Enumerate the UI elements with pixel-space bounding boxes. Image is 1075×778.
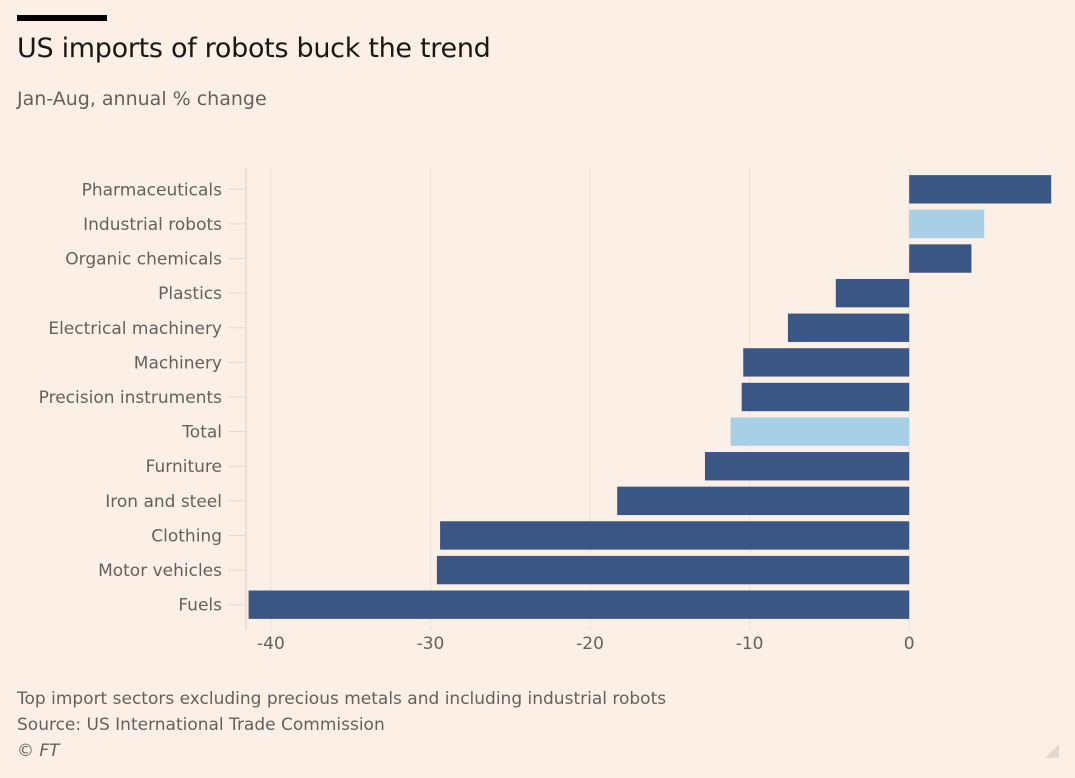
category-label: Pharmaceuticals [82,180,223,200]
bar-precision-instruments [741,382,910,412]
category-label: Precision instruments [39,388,222,408]
category-label: Organic chemicals [65,250,222,270]
footnote: Top import sectors excluding precious me… [17,689,667,709]
bar-iron-and-steel [617,486,910,516]
category-label: Plastics [158,284,222,304]
bar-plastics [835,278,910,308]
category-label: Motor vehicles [98,561,222,581]
x-tick-label: -40 [257,634,285,654]
bar-organic-chemicals [909,244,972,273]
category-labels: Pharmaceuticals Industrial robots Organic … [39,180,246,616]
bar-clothing [440,521,910,550]
x-tick-label: 0 [904,634,915,654]
bar-machinery [743,348,910,377]
category-label: Machinery [134,353,222,373]
category-label: Electrical machinery [48,319,222,339]
bar-fuels [248,590,910,619]
bar-pharmaceuticals [909,175,1052,204]
x-tick-label: -10 [736,634,764,654]
bar-total [730,417,910,446]
source-note: Source: US International Trade Commissio… [17,715,385,735]
bar-electrical-machinery [787,313,910,342]
category-label: Total [181,423,222,443]
x-tick-label: -30 [417,634,445,654]
chart-title: US imports of robots buck the trend [17,33,491,64]
resize-handle-icon [1045,744,1059,758]
bar-motor-vehicles [436,555,910,585]
x-tick-label: -20 [576,634,604,654]
x-axis-ticks: -40 -30 -20 -10 0 [257,634,915,654]
copyright: © FT [17,741,60,761]
category-label: Furniture [146,457,222,477]
category-label: Industrial robots [83,215,222,235]
category-label: Clothing [151,526,222,546]
bar-industrial-robots [909,209,985,239]
title-rule [17,15,107,21]
bars [248,175,1052,619]
chart-subtitle: Jan-Aug, annual % change [17,88,267,110]
category-label: Fuels [178,596,222,616]
bar-furniture [704,452,910,481]
category-label: Iron and steel [105,492,222,512]
